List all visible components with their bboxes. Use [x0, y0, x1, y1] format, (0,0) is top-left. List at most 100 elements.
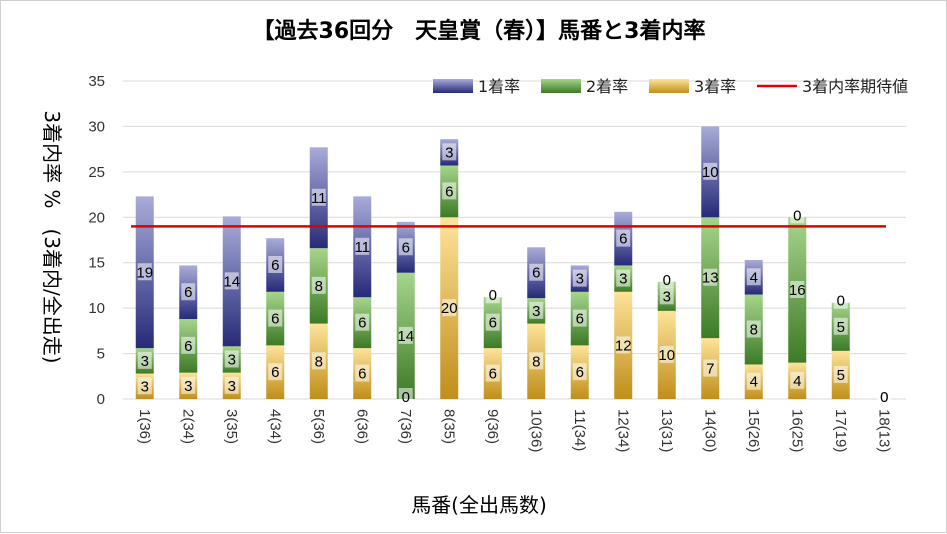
chart-title: 【過去36回分 天皇賞（春）】馬番と3着内率 [253, 18, 706, 44]
data-label: 6 [532, 265, 540, 282]
x-tick-label: 18(13) [875, 409, 892, 452]
data-label-bg [833, 365, 848, 383]
data-label: 0 [880, 389, 888, 406]
data-label: 3 [576, 271, 584, 288]
data-label: 6 [576, 364, 584, 381]
data-label: 6 [184, 338, 192, 355]
data-label: 6 [445, 183, 453, 200]
data-label-bg [746, 268, 761, 286]
x-tick-label: 16(25) [788, 409, 805, 452]
data-label: 5 [837, 319, 845, 336]
data-label-bg [355, 237, 370, 255]
x-tick-label: 5(36) [310, 409, 327, 444]
data-label-bg [833, 291, 848, 309]
data-label-bg [137, 377, 152, 395]
data-label-bg [616, 229, 631, 247]
data-label-bg [877, 388, 892, 405]
data-label-bg [311, 276, 326, 294]
data-label-bg [224, 272, 239, 290]
data-label: 4 [793, 373, 801, 390]
x-tick-label: 12(34) [614, 409, 631, 452]
x-tick-label: 3(35) [223, 409, 240, 444]
bars [135, 126, 850, 399]
legend: 1着率 2着率 3着率 3着内率期待値 [433, 77, 908, 96]
data-label-bg [529, 263, 544, 281]
data-label-bg [311, 352, 326, 370]
data-label-bg [703, 268, 718, 286]
data-label-bg [616, 269, 631, 287]
data-label: 6 [184, 284, 192, 301]
x-tick-label: 14(30) [701, 409, 718, 452]
y-tick-label: 30 [88, 118, 105, 135]
data-label: 3 [663, 288, 671, 305]
x-tick-label: 10(36) [527, 409, 544, 452]
data-label-bg [746, 320, 761, 338]
data-label-bg [485, 364, 500, 382]
x-tick-label: 8(35) [440, 409, 457, 444]
data-label-bg [790, 280, 805, 298]
data-label-bg [355, 313, 370, 331]
data-label-bg [572, 269, 587, 287]
data-label: 8 [315, 353, 323, 370]
data-label-bg [398, 326, 413, 344]
data-label-bg [224, 350, 239, 368]
data-label: 8 [750, 321, 758, 338]
y-tick-label: 25 [88, 164, 105, 181]
y-tick-label: 20 [88, 209, 105, 226]
data-label-bg [137, 263, 152, 281]
data-label: 6 [358, 366, 366, 383]
x-tick-label: 7(36) [397, 409, 414, 444]
legend-swatch [541, 79, 581, 93]
data-label-bg [703, 162, 718, 180]
data-label-bg [616, 336, 631, 354]
data-label: 0 [402, 389, 410, 406]
x-tick-label: 11(34) [571, 409, 588, 451]
data-label-bg [529, 352, 544, 370]
data-label-bg [790, 371, 805, 389]
data-label: 6 [489, 315, 497, 332]
legend-item-2nd: 2着率 [586, 77, 628, 96]
legend-item-3rd: 3着率 [694, 77, 736, 96]
data-label: 3 [228, 378, 236, 395]
data-label: 6 [576, 311, 584, 328]
data-labels: 3 3 19 3 6 6 3 3 14 6 6 6 8 8 11 6 6 11 0 14 6 20 6 3 6 6 0 8 3 6 6 6 3 1… [136, 143, 892, 406]
data-label-bg [790, 206, 805, 224]
data-label-bg [311, 188, 326, 206]
x-axis-title: 馬番(全出馬数) [411, 493, 547, 517]
data-label-bg [398, 238, 413, 256]
data-label-bg [181, 336, 196, 354]
data-label-bg [659, 270, 674, 288]
data-label: 5 [837, 367, 845, 384]
data-label: 7 [706, 361, 714, 378]
gridlines [123, 80, 906, 400]
data-label-bg [181, 376, 196, 394]
data-label-bg [224, 376, 239, 394]
data-label: 8 [532, 353, 540, 370]
data-label-bg [746, 372, 761, 390]
y-tick-label: 10 [88, 300, 105, 317]
data-label: 12 [615, 337, 632, 354]
data-label-bg [442, 143, 457, 161]
data-label: 3 [532, 303, 540, 320]
data-label: 16 [789, 282, 806, 299]
y-axis-title: 3着内率 % (3着内/全出走) [40, 110, 64, 363]
y-tick-label: 35 [88, 73, 105, 90]
data-label: 3 [184, 378, 192, 395]
data-label: 3 [141, 353, 149, 370]
data-label: 6 [402, 239, 410, 256]
data-label-bg [529, 301, 544, 319]
legend-item-expected: 3着内率期待値 [802, 77, 908, 96]
data-label: 0 [837, 293, 845, 310]
x-tick-labels: 1(36) 2(34) 3(35) 4(34) 5(36) 6(36) 7(36) 8(35)… [136, 409, 893, 452]
data-label-bg [572, 363, 587, 381]
x-tick-label: 2(34) [179, 409, 196, 444]
data-label: 19 [136, 264, 153, 281]
data-label: 3 [619, 271, 627, 288]
x-tick-label: 9(36) [484, 409, 501, 444]
data-label-bg [572, 309, 587, 327]
data-label-bg [355, 364, 370, 382]
data-label: 6 [358, 315, 366, 332]
data-label-bg [181, 283, 196, 301]
